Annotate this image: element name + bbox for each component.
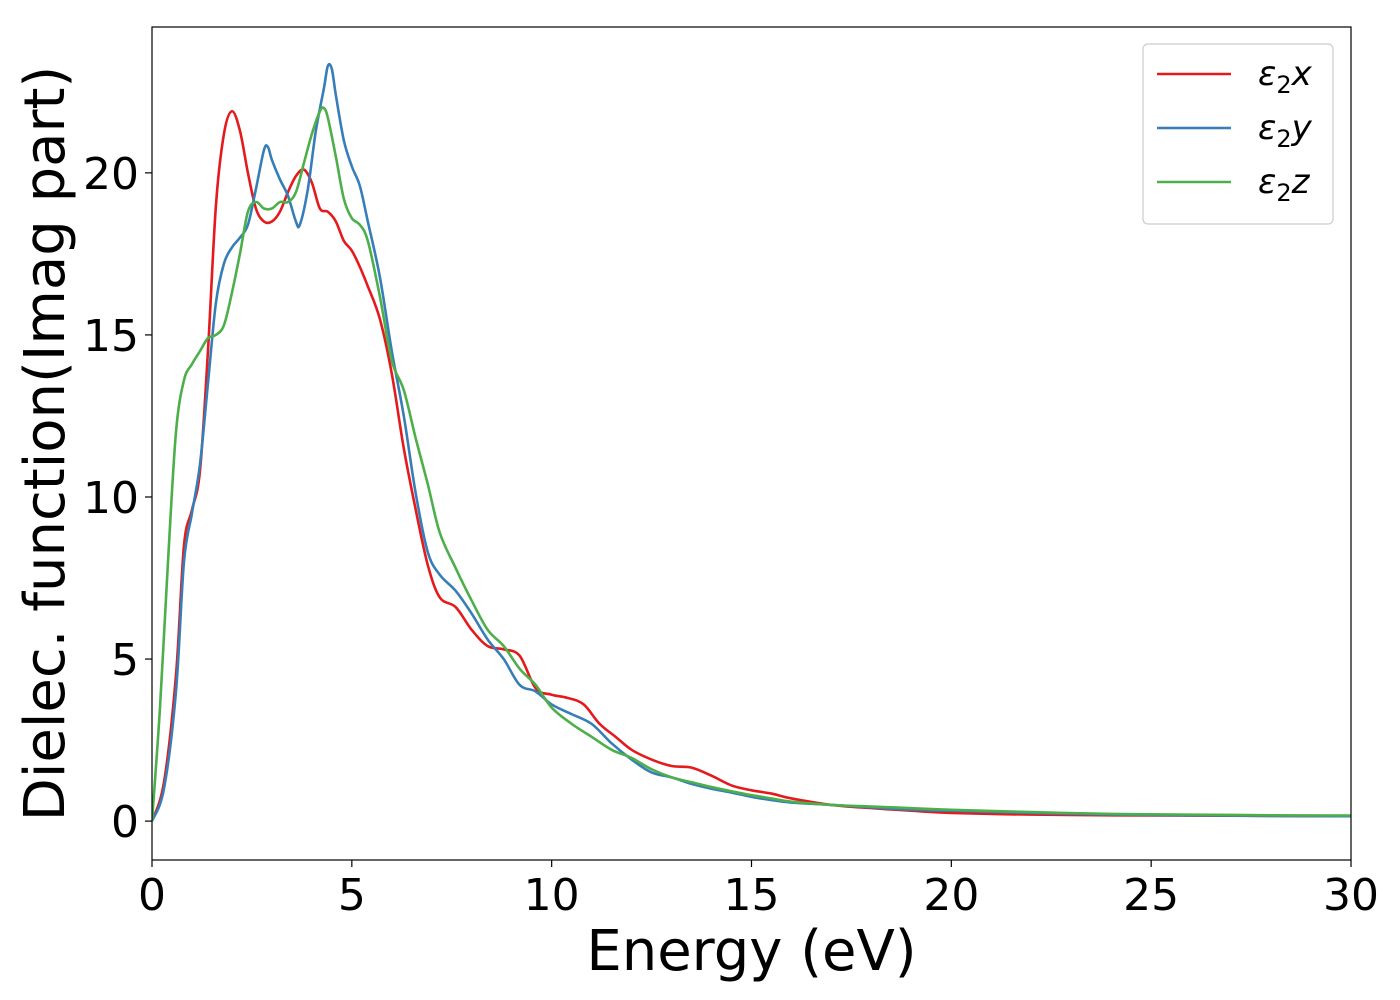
series-layer xyxy=(152,62,1351,822)
y-tick-label: 15 xyxy=(83,311,139,362)
legend-label-x: ε2x xyxy=(1258,54,1313,99)
legend: ε2x ε2y ε2z xyxy=(1142,43,1334,225)
x-tick-label: 5 xyxy=(338,870,366,921)
x-tick-label: 10 xyxy=(524,870,580,921)
x-axis-label: Energy (eV) xyxy=(586,919,916,984)
y-tick-label: 5 xyxy=(111,635,139,686)
y-tick-label: 0 xyxy=(111,797,139,848)
x-tick-label: 15 xyxy=(724,870,780,921)
legend-label-z: ε2z xyxy=(1258,162,1311,207)
y-tick-label: 20 xyxy=(83,149,139,200)
x-tick-label: 25 xyxy=(1123,870,1179,921)
y-axis: 0 5 10 15 20 xyxy=(83,149,152,848)
series-line-x xyxy=(152,109,1351,822)
x-tick-label: 30 xyxy=(1323,870,1379,921)
series-line-z xyxy=(152,106,1351,822)
x-tick-label: 20 xyxy=(923,870,979,921)
x-axis: 0 5 10 15 20 25 30 xyxy=(138,860,1379,921)
x-tick-label: 0 xyxy=(138,870,166,921)
legend-label-y: ε2y xyxy=(1258,108,1313,153)
legend-box xyxy=(1142,43,1334,225)
y-tick-label: 10 xyxy=(83,473,139,524)
y-axis-label: Dielec. function(Imag part) xyxy=(13,66,78,822)
